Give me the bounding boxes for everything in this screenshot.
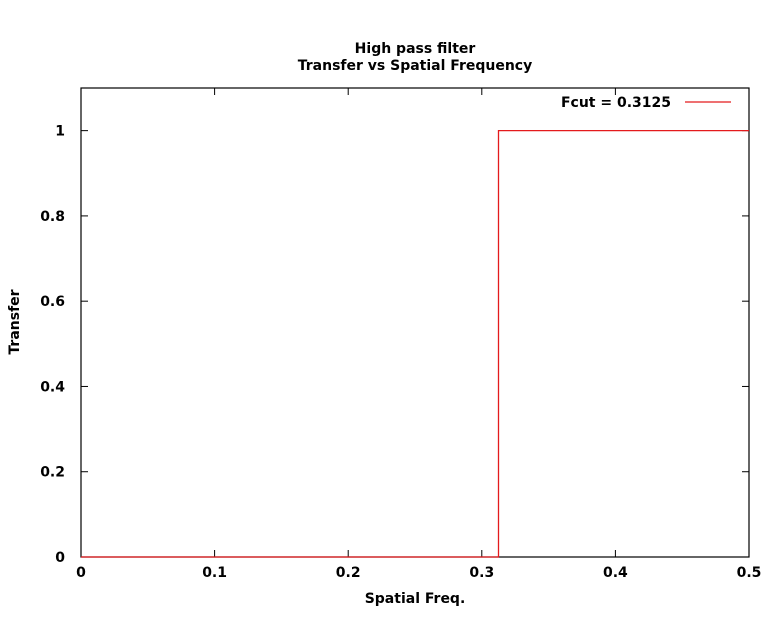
series-line-0 (81, 129, 749, 558)
plot-frame (80, 87, 750, 558)
y-axis-label: Transfer (7, 289, 23, 354)
ticks-layer: 0 0.1 0.2 0.3 0.4 0.5 0 0.2 0.4 0.6 0.8 1 (40, 88, 761, 581)
chart-subtitle: Transfer vs Spatial Frequency (298, 58, 532, 74)
y-tick-label: 0.8 (40, 209, 65, 225)
x-axis-label: Spatial Freq. (365, 591, 466, 607)
y-tick-label: 0.2 (40, 465, 65, 481)
x-tick-label: 0.5 (737, 565, 762, 581)
y-tick-label: 0.4 (40, 379, 65, 395)
legend-entry-label: Fcut = 0.3125 (561, 95, 671, 111)
series-layer (81, 129, 749, 558)
y-tick-label: 0.6 (40, 294, 65, 310)
chart-title: High pass filter (355, 41, 476, 57)
x-tick-label: 0 (76, 565, 86, 581)
x-tick-label: 0.3 (469, 565, 494, 581)
y-tick-label: 1 (55, 124, 65, 140)
y-tick-label: 0 (55, 550, 65, 566)
x-tick-label: 0.1 (202, 565, 227, 581)
x-tick-label: 0.2 (336, 565, 361, 581)
x-tick-label: 0.4 (603, 565, 628, 581)
